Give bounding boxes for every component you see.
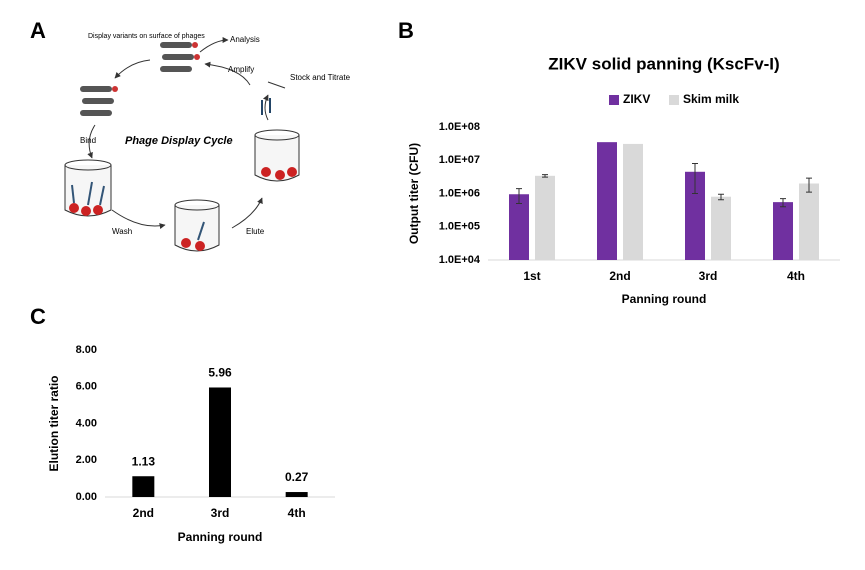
data-label: 0.27 <box>285 470 309 484</box>
bar <box>285 492 308 497</box>
bar <box>623 143 643 260</box>
bar <box>535 175 555 260</box>
bar <box>132 476 155 497</box>
phage-diagram <box>64 37 300 252</box>
x-tick-label: 1st <box>523 269 540 283</box>
y-axis-label: Output titer (CFU) <box>407 143 421 244</box>
bar <box>711 196 731 260</box>
panel-label: A <box>30 18 46 43</box>
bar <box>209 387 231 497</box>
bar <box>799 183 819 260</box>
step-label: Bind <box>80 136 96 145</box>
bar <box>685 171 705 260</box>
y-tick-label: 1.0E+04 <box>439 254 481 266</box>
y-tick-label: 1.0E+08 <box>439 121 480 133</box>
x-tick-label: 4th <box>288 506 306 520</box>
diagram-title: Phage Display Cycle <box>125 135 233 147</box>
y-tick-label: 0.00 <box>76 491 97 503</box>
data-label: 5.96 <box>208 366 232 380</box>
legend-label: Skim milk <box>683 92 739 106</box>
y-tick-label: 1.0E+06 <box>439 187 480 199</box>
bar <box>509 194 529 260</box>
phages <box>80 42 200 116</box>
x-axis-label: Panning round <box>178 530 263 544</box>
error-bar <box>692 162 698 194</box>
y-tick-label: 8.00 <box>76 344 97 356</box>
error-bar <box>780 198 786 208</box>
y-axis-label: Elution titer ratio <box>47 376 61 472</box>
step-label: Stock and Titrate <box>290 73 351 82</box>
y-tick-label: 1.0E+07 <box>439 154 480 166</box>
y-tick-label: 6.00 <box>76 381 97 393</box>
step-label: Display variants on surface of phages <box>88 33 205 40</box>
panel-label: B <box>398 18 414 43</box>
error-bar <box>806 177 812 193</box>
y-tick-label: 4.00 <box>76 417 97 429</box>
chart-title: ZIKV solid panning (KscFv-I) <box>548 54 779 73</box>
legend-label: ZIKV <box>623 92 650 106</box>
x-axis-label: Panning round <box>622 292 707 306</box>
x-tick-label: 4th <box>787 269 805 283</box>
error-bar <box>718 193 724 201</box>
data-label: 1.13 <box>132 454 156 468</box>
x-tick-label: 3rd <box>699 269 718 283</box>
x-tick-label: 2nd <box>609 269 630 283</box>
y-tick-label: 1.0E+05 <box>439 221 480 233</box>
x-tick-label: 2nd <box>133 506 154 520</box>
panel-label: C <box>30 304 46 329</box>
legend-swatch <box>669 95 679 105</box>
bar <box>773 202 793 260</box>
step-label: Elute <box>246 227 265 236</box>
error-bar <box>516 188 522 205</box>
step-label: Amplify <box>228 65 254 74</box>
bar <box>597 142 617 260</box>
legend-swatch <box>609 95 619 105</box>
x-tick-label: 3rd <box>211 506 230 520</box>
step-label: Wash <box>112 227 132 236</box>
step-label: Analysis <box>230 35 260 44</box>
error-bar <box>542 174 548 178</box>
y-tick-label: 2.00 <box>76 454 97 466</box>
